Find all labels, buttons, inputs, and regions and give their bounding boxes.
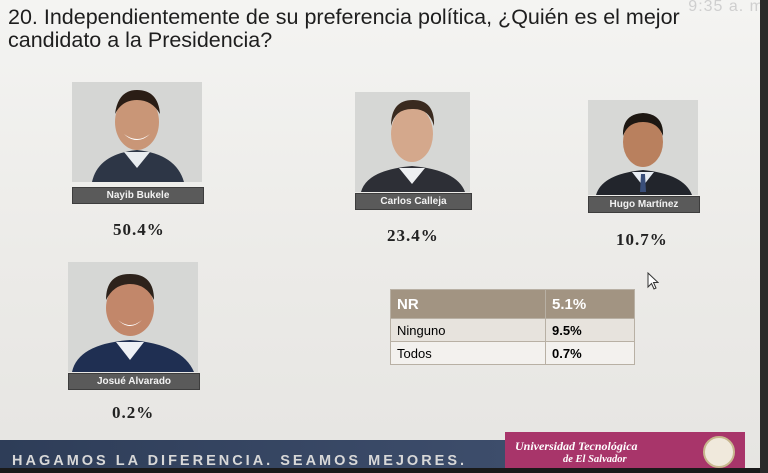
person-portrait-icon — [588, 100, 698, 195]
university-seal-icon — [703, 436, 735, 468]
university-location: de El Salvador — [563, 454, 627, 465]
candidate-photo-4 — [68, 262, 198, 372]
candidate-name-4: Josué Alvarado — [68, 373, 200, 390]
table-cell-value: 9.5% — [545, 318, 635, 342]
university-name: Universidad Tecnológica — [515, 439, 638, 453]
table-cell-label: NR — [390, 289, 546, 319]
clock: 9:35 a. m — [688, 0, 760, 15]
table-row: Todos 0.7% — [390, 341, 635, 365]
slide: 9:35 a. m 20. Independientemente de su p… — [0, 0, 760, 468]
person-portrait-icon — [68, 262, 198, 372]
candidate-value-3: 10.7% — [616, 230, 668, 249]
table-cell-value: 0.7% — [545, 341, 635, 365]
candidate-name-2: Carlos Calleja — [355, 193, 472, 210]
candidate-value-1: 50.4% — [113, 220, 165, 239]
university-banner: Universidad Tecnológica de El Salvador — [505, 432, 745, 468]
candidate-name-1: Nayib Bukele — [72, 187, 204, 204]
table-cell-value: 5.1% — [545, 289, 635, 319]
footer-banner: HAGAMOS LA DIFERENCIA. SEAMOS MEJORES. U… — [0, 432, 760, 468]
monitor-edge — [760, 0, 768, 473]
mouse-cursor-icon — [647, 272, 659, 290]
candidate-value-2: 23.4% — [387, 226, 439, 245]
candidate-name-3: Hugo Martínez — [588, 196, 700, 213]
table-cell-label: Ninguno — [390, 318, 546, 342]
person-portrait-icon — [72, 82, 202, 182]
candidate-photo-3 — [588, 100, 698, 195]
table-header-row: NR 5.1% — [390, 289, 635, 319]
candidate-photo-2 — [355, 92, 470, 192]
question-title: 20. Independientemente de su preferencia… — [8, 5, 680, 52]
table-row: Ninguno 9.5% — [390, 318, 635, 342]
other-responses-table: NR 5.1% Ninguno 9.5% Todos 0.7% — [390, 289, 635, 365]
candidate-value-4: 0.2% — [112, 403, 155, 422]
table-cell-label: Todos — [390, 341, 546, 365]
person-portrait-icon — [355, 92, 470, 192]
candidate-photo-1 — [72, 82, 202, 182]
slogan-bar: HAGAMOS LA DIFERENCIA. SEAMOS MEJORES. — [0, 440, 505, 468]
